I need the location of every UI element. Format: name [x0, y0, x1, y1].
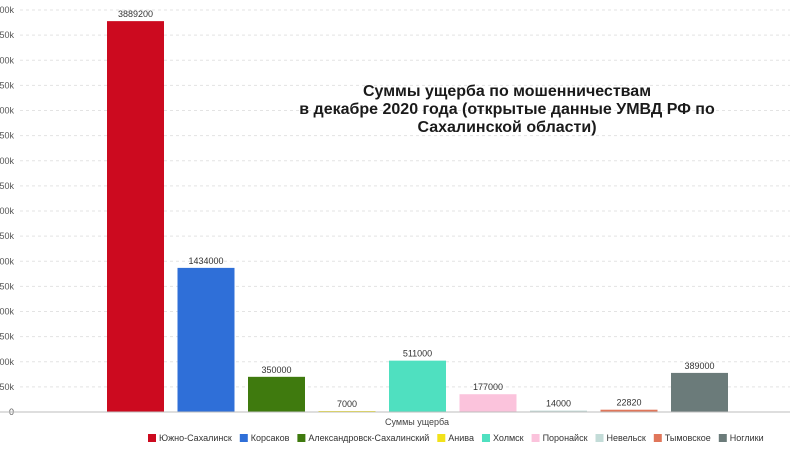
y-tick-label: 1250k: [0, 281, 14, 291]
bar[interactable]: [530, 410, 587, 412]
bar-data-label: 3889200: [118, 9, 153, 19]
bar[interactable]: [107, 21, 164, 412]
bar-data-label: 511000: [403, 349, 432, 359]
chart-title-line-1: Суммы ущерба по мошенничествам: [363, 83, 651, 100]
bar-data-label: 389000: [684, 361, 714, 371]
legend-item[interactable]: Холмск: [481, 433, 524, 443]
legend-item[interactable]: Александровск-Сахалинский: [297, 433, 429, 443]
legend-swatch: [531, 434, 540, 442]
legend-label: Поронайск: [543, 433, 588, 443]
legend-label: Александровск-Сахалинский: [308, 433, 429, 443]
legend-label: Невельск: [607, 433, 646, 443]
legend-swatch: [148, 434, 156, 442]
bar[interactable]: [248, 376, 305, 412]
legend-item[interactable]: Анива: [437, 433, 474, 443]
legend-swatch: [595, 434, 604, 442]
y-tick-label: 2250k: [0, 181, 14, 191]
legend-label: Анива: [448, 433, 474, 443]
bar-data-label: 1434000: [188, 256, 223, 266]
legend-label: Холмск: [493, 433, 524, 443]
legend-item[interactable]: Южно-Сахалинск: [148, 433, 232, 443]
y-tick-label: 4000k: [0, 5, 14, 15]
y-tick-label: 3750k: [0, 30, 14, 40]
legend: Южно-Сахалинск Корсаков Александровск-Саха…: [148, 433, 764, 443]
bar[interactable]: [671, 372, 728, 412]
bars-layer: [107, 21, 728, 412]
y-tick-label: 3000k: [0, 106, 14, 116]
y-tick-label: 2000k: [0, 206, 14, 216]
legend-swatch: [239, 434, 248, 442]
y-tick-label: 1500k: [0, 256, 14, 266]
bar-data-label: 14000: [546, 399, 571, 409]
legend-swatch: [437, 434, 446, 442]
bar[interactable]: [600, 409, 658, 412]
legend-swatch: [297, 434, 306, 442]
legend-swatch: [718, 434, 727, 442]
y-tick-label: 3500k: [0, 55, 14, 65]
legend-swatch: [481, 434, 490, 442]
y-tick-label: 2500k: [0, 156, 14, 166]
bar-data-label: 22820: [616, 398, 641, 408]
y-tick-label: 3250k: [0, 80, 14, 90]
legend-label: Ноглики: [730, 433, 764, 443]
chart-title: Суммы ущерба по мошенничествам в декабре…: [299, 83, 715, 136]
bar-data-label: 177000: [473, 382, 503, 392]
legend-item[interactable]: Невельск: [595, 433, 646, 443]
bar[interactable]: [389, 360, 446, 412]
data-labels-layer: 3889200 1434000 350000 7000 511000 177000 1400…: [118, 9, 715, 409]
legend-swatch: [653, 434, 662, 442]
bar-data-label: 7000: [337, 399, 357, 409]
chart-title-line-3: Сахалинской области): [417, 119, 596, 136]
y-tick-label: 1000k: [0, 307, 14, 317]
y-tick-label: 500k: [0, 357, 14, 367]
y-tick-label: 2750k: [0, 131, 14, 141]
legend-label: Тымовское: [665, 433, 711, 443]
legend-item[interactable]: Корсаков: [239, 433, 290, 443]
bar[interactable]: [459, 394, 517, 412]
chart-title-line-2: в декабре 2020 года (открытые данные УМВ…: [299, 101, 715, 118]
y-tick-label: 750k: [0, 332, 14, 342]
bar-data-label: 350000: [261, 365, 291, 375]
bar[interactable]: [177, 267, 235, 412]
legend-label: Южно-Сахалинск: [159, 433, 232, 443]
legend-item[interactable]: Тымовское: [653, 433, 711, 443]
legend-item[interactable]: Ноглики: [718, 433, 764, 443]
y-tick-label: 1750k: [0, 231, 14, 241]
legend-item[interactable]: Поронайск: [531, 433, 588, 443]
y-tick-label: 250k: [0, 382, 14, 392]
x-axis-label: Суммы ущерба: [385, 417, 449, 427]
legend-label: Корсаков: [251, 433, 290, 443]
